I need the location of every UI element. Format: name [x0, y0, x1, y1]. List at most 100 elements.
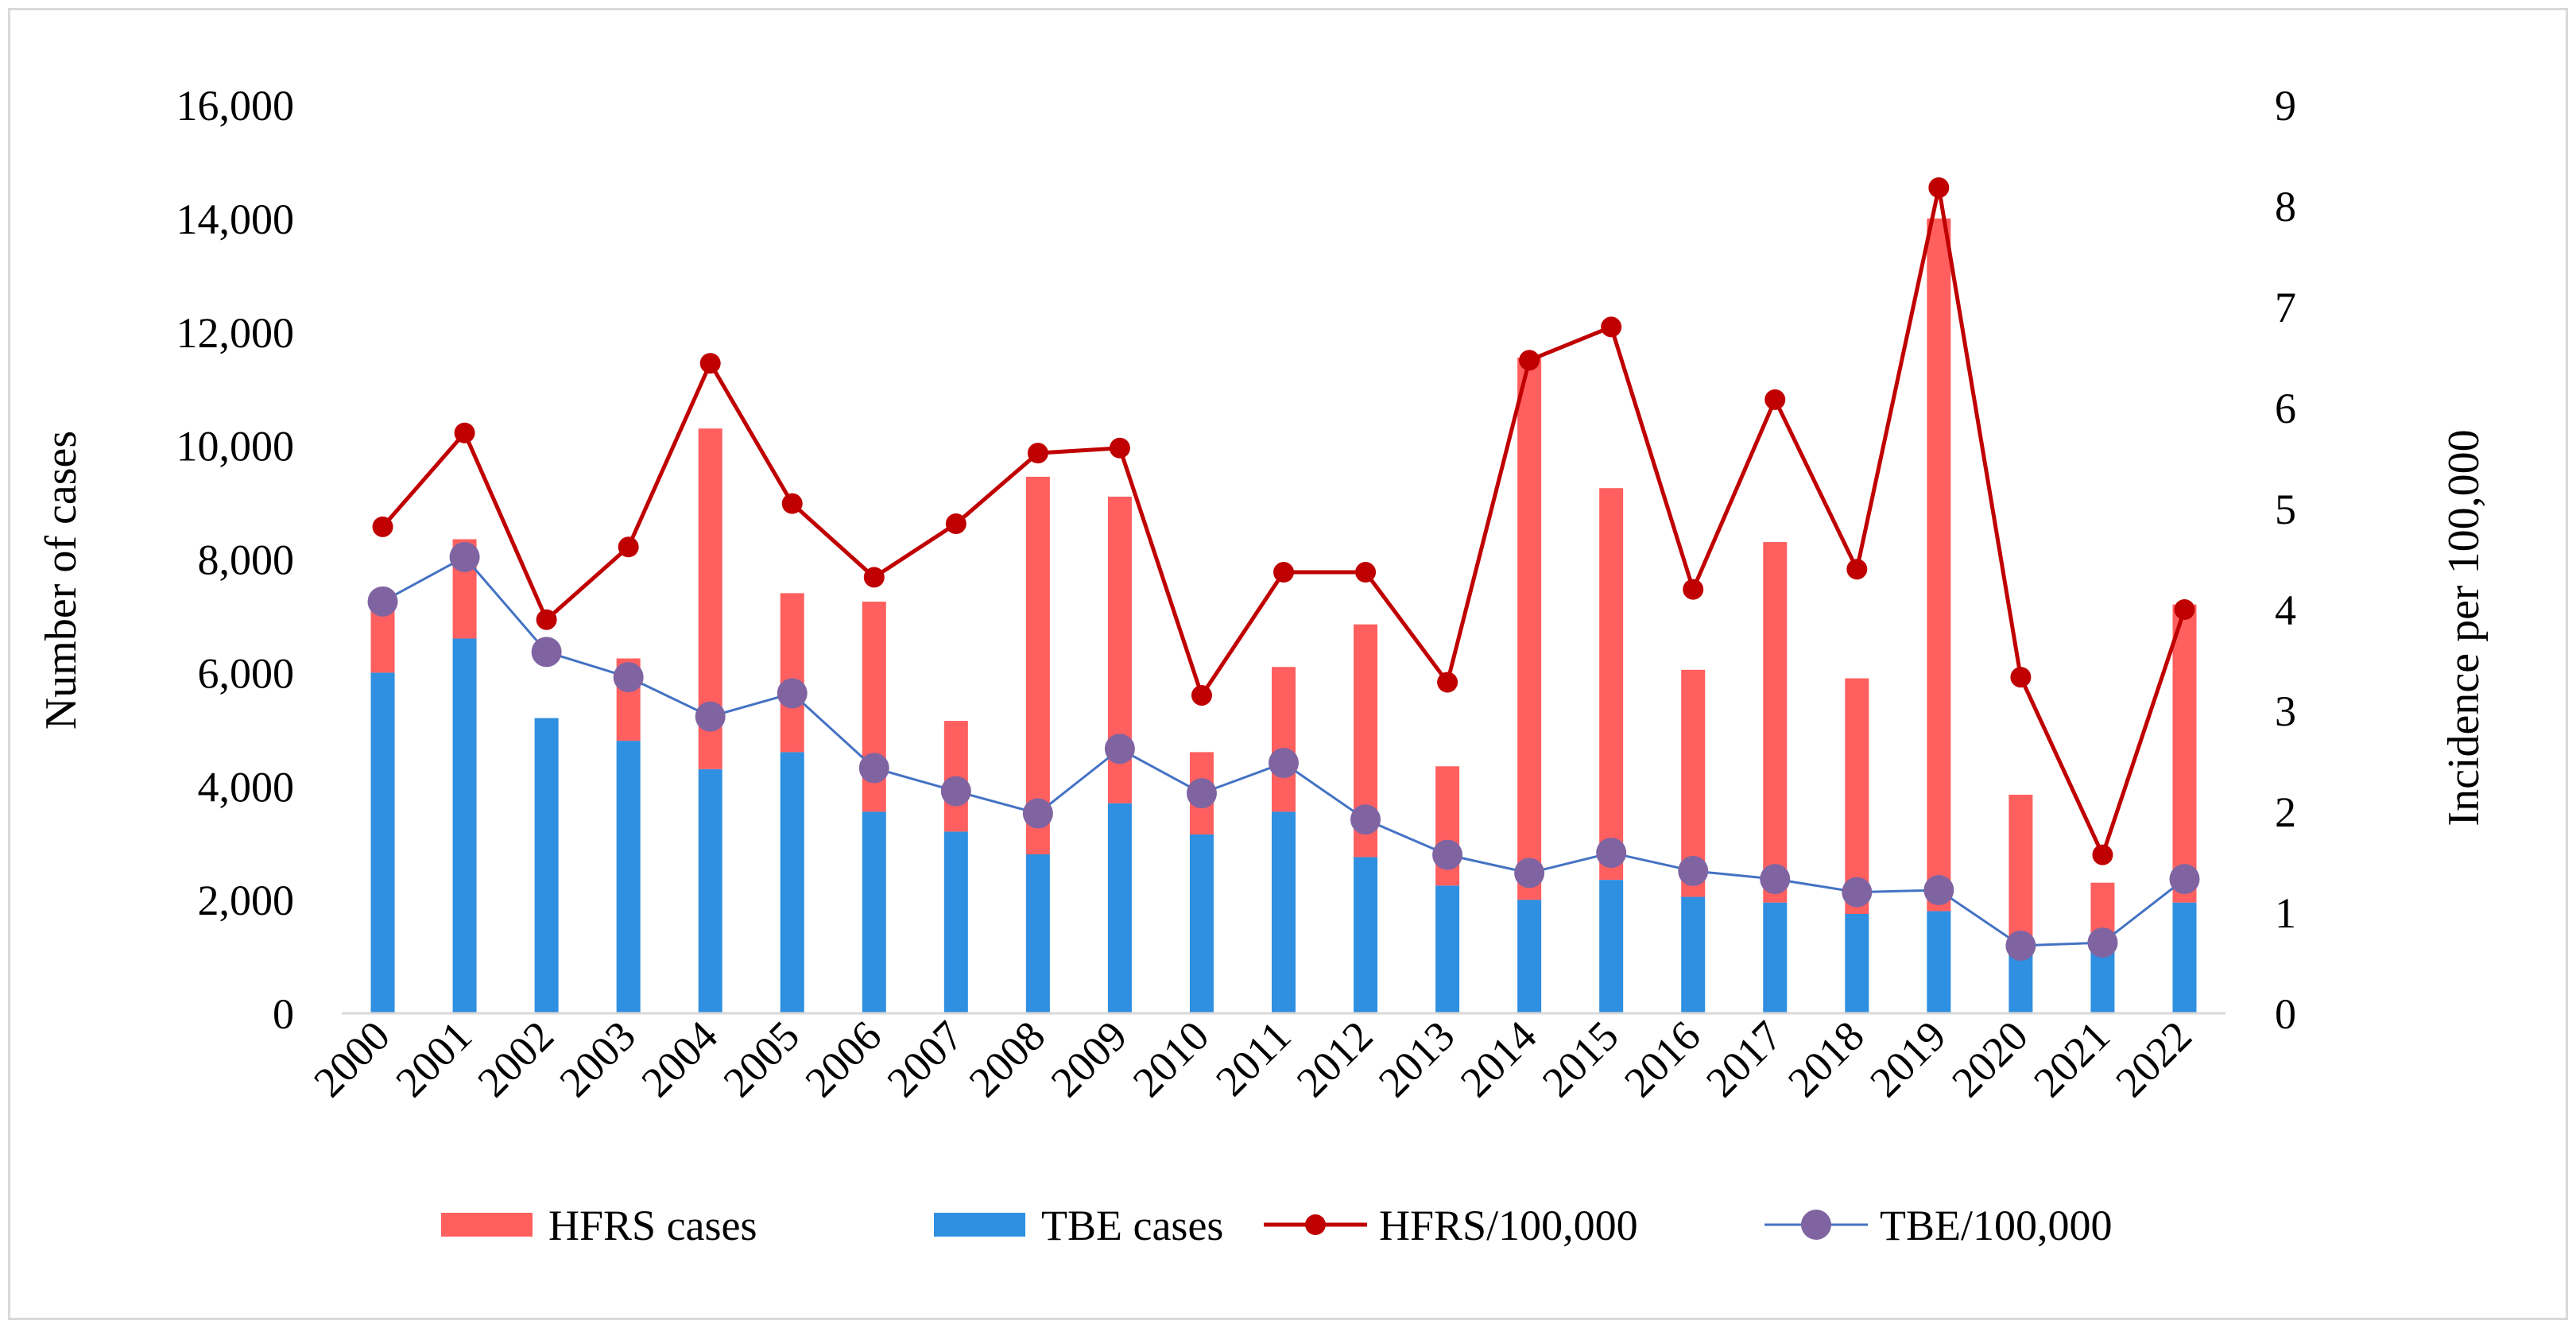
marker-hfrs-rate: [1273, 562, 1294, 583]
x-tick-label: 2022: [2106, 1012, 2201, 1106]
marker-hfrs-rate: [699, 353, 721, 374]
bar-hfrs-cases: [1845, 678, 1869, 914]
y2-tick-label: 6: [2275, 385, 2296, 432]
marker-tbe-rate: [2169, 864, 2200, 895]
bar-hfrs-cases: [2172, 604, 2197, 903]
y2-tick-label: 8: [2275, 183, 2296, 230]
bar-tbe-cases: [1354, 857, 1378, 1013]
marker-tbe-rate: [449, 541, 480, 572]
marker-tbe-rate: [777, 678, 808, 709]
y2-tick-label: 3: [2275, 687, 2296, 735]
marker-tbe-rate: [613, 662, 644, 693]
marker-hfrs-rate: [1027, 443, 1048, 464]
marker-hfrs-rate: [945, 513, 966, 535]
x-tick-label: 2006: [796, 1012, 890, 1106]
plot-area: 0 2,000 4,000 6,000 8,000 10,000 12,000 14,000 1…: [176, 82, 2297, 1106]
bar-tbe-cases: [452, 638, 477, 1013]
bar-tbe-cases: [1107, 803, 1132, 1013]
marker-hfrs-rate: [1191, 684, 1212, 706]
marker-tbe-rate: [2087, 927, 2118, 958]
bar-tbe-cases: [698, 769, 722, 1013]
x-tick-label: 2020: [1943, 1012, 2037, 1106]
x-tick-label: 2008: [960, 1012, 1055, 1106]
y2-axis-label: Incidence per 100,000: [2439, 429, 2489, 826]
y2-tick-label: 0: [2275, 990, 2296, 1038]
marker-tbe-rate: [1760, 864, 1791, 895]
legend-label-hfrs-rate: HFRS/100,000: [1379, 1202, 1638, 1249]
bar-hfrs-cases: [1927, 218, 1951, 912]
bar-hfrs-cases: [1517, 357, 1542, 900]
bar-tbe-cases: [2172, 902, 2197, 1013]
bar-tbe-cases: [1845, 913, 1869, 1013]
marker-hfrs-rate: [454, 422, 475, 443]
marker-tbe-rate: [1350, 804, 1381, 835]
bar-hfrs-cases: [1025, 476, 1050, 854]
y-axis-label: Number of cases: [37, 431, 86, 730]
marker-tbe-rate: [1923, 875, 1954, 906]
marker-tbe-rate: [1432, 839, 1463, 870]
y-tick-label: 2,000: [198, 877, 295, 924]
bar-tbe-cases: [1681, 896, 1706, 1013]
marker-tbe-rate: [1022, 798, 1053, 829]
x-tick-label: 2015: [1533, 1012, 1628, 1106]
y2-tick-label: 5: [2275, 486, 2296, 533]
y-tick-label: 16,000: [176, 82, 295, 130]
bar-hfrs-cases: [1763, 542, 1788, 903]
marker-tbe-rate: [1104, 734, 1135, 765]
bar-hfrs-cases: [780, 593, 804, 753]
y-tick-label: 4,000: [198, 763, 295, 811]
marker-tbe-rate: [2005, 930, 2036, 961]
marker-tbe-rate: [1596, 838, 1627, 869]
x-tick-label: 2017: [1697, 1012, 1792, 1106]
marker-tbe-rate: [1678, 855, 1709, 886]
marker-tbe-rate: [367, 586, 398, 617]
legend-label-tbe-cases: TBE cases: [1041, 1202, 1223, 1249]
x-tick-label: 2021: [2024, 1012, 2119, 1106]
y2-tick-label: 1: [2275, 889, 2296, 937]
marker-hfrs-rate: [1764, 389, 1786, 410]
x-tick-label: 2014: [1451, 1012, 1546, 1106]
marker-hfrs-rate: [1519, 350, 1540, 371]
marker-hfrs-rate: [2092, 844, 2113, 865]
y2-tick-label: 4: [2275, 587, 2296, 634]
bar-tbe-cases: [943, 831, 968, 1013]
x-tick-label: 2005: [714, 1012, 808, 1106]
marker-hfrs-rate: [1355, 562, 1377, 583]
y2-tick-label: 2: [2275, 788, 2296, 836]
marker-tbe-rate: [1186, 778, 1217, 809]
marker-tbe-rate: [1842, 877, 1873, 908]
y-tick-label: 10,000: [176, 423, 295, 470]
marker-hfrs-rate: [863, 567, 885, 588]
x-tick-label: 2003: [550, 1012, 645, 1106]
marker-hfrs-rate: [1437, 672, 1458, 693]
x-tick-label: 2004: [632, 1012, 726, 1106]
x-tick-label: 2000: [304, 1012, 399, 1106]
bar-tbe-cases: [862, 811, 886, 1013]
y2-tick-label: 7: [2275, 284, 2296, 331]
legend-swatch-hfrs-cases: [441, 1213, 533, 1237]
marker-hfrs-rate: [2174, 599, 2195, 620]
bar-tbe-cases: [1272, 811, 1296, 1013]
marker-tbe-rate: [858, 753, 889, 784]
x-tick-label: 2012: [1288, 1012, 1382, 1106]
x-tick-label: 2007: [878, 1012, 973, 1106]
marker-hfrs-rate: [2010, 667, 2032, 688]
x-tick-label: 2013: [1369, 1012, 1464, 1106]
bar-tbe-cases: [1025, 854, 1050, 1013]
bar-tbe-cases: [780, 752, 804, 1013]
legend-marker-hfrs-rate: [1305, 1214, 1326, 1235]
marker-hfrs-rate: [1928, 177, 1950, 199]
chart-frame: [8, 8, 2568, 1320]
marker-tbe-rate: [695, 701, 726, 732]
marker-tbe-rate: [1269, 748, 1299, 779]
bar-tbe-cases: [1763, 902, 1788, 1013]
legend-label-hfrs-cases: HFRS cases: [548, 1202, 757, 1249]
y-tick-label: 6,000: [198, 649, 295, 697]
y2-tick-label: 9: [2275, 82, 2296, 130]
bar-tbe-cases: [1517, 900, 1542, 1013]
bar-tbe-cases: [1599, 880, 1624, 1013]
marker-hfrs-rate: [781, 493, 803, 514]
bar-hfrs-cases: [1599, 488, 1624, 881]
marker-hfrs-rate: [372, 516, 393, 537]
bar-hfrs-cases: [2009, 794, 2033, 943]
